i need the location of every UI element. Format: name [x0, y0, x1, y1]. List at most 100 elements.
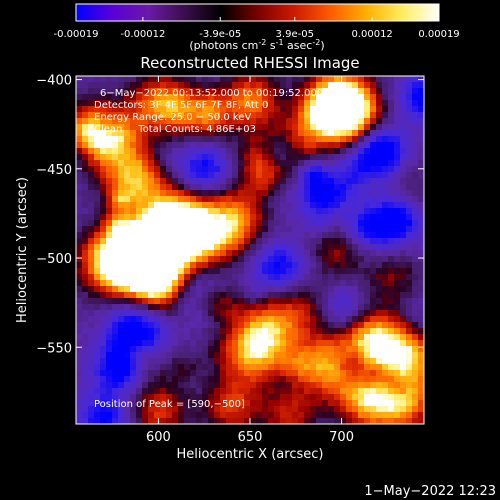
heatmap-cell — [226, 394, 233, 401]
heatmap-cell — [124, 280, 131, 287]
heatmap-cell — [292, 316, 299, 323]
heatmap-cell — [298, 382, 305, 389]
heatmap-cell — [358, 358, 365, 365]
heatmap-cell — [400, 328, 407, 335]
heatmap-cell — [130, 250, 137, 257]
heatmap-cell — [280, 316, 287, 323]
heatmap-cell — [142, 82, 149, 89]
heatmap-cell — [388, 178, 395, 185]
heatmap-cell — [304, 364, 311, 371]
heatmap-cell — [232, 286, 239, 293]
heatmap-cell — [118, 400, 125, 407]
heatmap-cell — [376, 142, 383, 149]
heatmap-cell — [160, 76, 167, 83]
heatmap-cell — [130, 406, 137, 413]
heatmap-cell — [190, 394, 197, 401]
heatmap-cell — [262, 76, 269, 83]
heatmap-cell — [364, 322, 371, 329]
heatmap-cell — [94, 322, 101, 329]
heatmap-cell — [202, 268, 209, 275]
heatmap-cell — [106, 412, 113, 419]
heatmap-cell — [166, 196, 173, 203]
heatmap-cell — [82, 334, 89, 341]
heatmap-cell — [166, 232, 173, 239]
heatmap-cell — [76, 280, 83, 287]
heatmap-cell — [100, 202, 107, 209]
heatmap-cell — [304, 232, 311, 239]
heatmap-cell — [268, 412, 275, 419]
heatmap-cell — [346, 286, 353, 293]
heatmap-cell — [190, 340, 197, 347]
heatmap-cell — [106, 376, 113, 383]
heatmap-cell — [334, 178, 341, 185]
heatmap-cell — [382, 178, 389, 185]
heatmap-cell — [364, 256, 371, 263]
heatmap-cell — [136, 88, 143, 95]
heatmap-cell — [298, 364, 305, 371]
heatmap-cell — [322, 400, 329, 407]
heatmap-cell — [358, 286, 365, 293]
heatmap-cell — [196, 100, 203, 107]
heatmap-cell — [406, 418, 413, 424]
heatmap-cell — [106, 334, 113, 341]
heatmap-cell — [196, 262, 203, 269]
heatmap-cell — [382, 388, 389, 395]
heatmap-cell — [268, 370, 275, 377]
heatmap-cell — [190, 106, 197, 113]
heatmap-cell — [322, 286, 329, 293]
heatmap-cell — [328, 406, 335, 413]
heatmap-cell — [100, 106, 107, 113]
heatmap-cell — [418, 100, 424, 107]
heatmap-cell — [202, 370, 209, 377]
heatmap-cell — [160, 178, 167, 185]
heatmap-cell — [418, 310, 424, 317]
heatmap-cell — [298, 310, 305, 317]
heatmap-cell — [286, 388, 293, 395]
heatmap-cell — [358, 100, 365, 107]
heatmap-cell — [316, 154, 323, 161]
heatmap-cell — [244, 124, 251, 131]
heatmap-cell — [370, 112, 377, 119]
heatmap-cell — [160, 142, 167, 149]
heatmap-cell — [310, 82, 317, 89]
heatmap-cell — [334, 268, 341, 275]
heatmap-cell — [406, 82, 413, 89]
heatmap-cell — [142, 292, 149, 299]
heatmap-cell — [274, 382, 281, 389]
heatmap-cell — [238, 400, 245, 407]
heatmap-cell — [100, 280, 107, 287]
heatmap-cell — [100, 274, 107, 281]
heatmap-cell — [418, 172, 424, 179]
heatmap-cell — [328, 364, 335, 371]
heatmap-cell — [304, 370, 311, 377]
heatmap-cell — [154, 184, 161, 191]
heatmap-cell — [178, 94, 185, 101]
heatmap-cell — [358, 340, 365, 347]
heatmap-cell — [400, 160, 407, 167]
heatmap-cell — [112, 106, 119, 113]
heatmap-cell — [130, 346, 137, 353]
heatmap-cell — [346, 418, 353, 424]
heatmap-cell — [346, 214, 353, 221]
heatmap-cell — [106, 382, 113, 389]
heatmap-cell — [100, 262, 107, 269]
heatmap-cell — [334, 130, 341, 137]
heatmap-cell — [202, 298, 209, 305]
heatmap-cell — [94, 250, 101, 257]
heatmap-cell — [328, 262, 335, 269]
heatmap-cell — [154, 94, 161, 101]
heatmap-cell — [82, 124, 89, 131]
heatmap-cell — [322, 208, 329, 215]
heatmap-cell — [172, 340, 179, 347]
heatmap-cell — [394, 322, 401, 329]
heatmap-cell — [118, 136, 125, 143]
heatmap-cell — [118, 304, 125, 311]
heatmap-cell — [208, 130, 215, 137]
heatmap-cell — [262, 394, 269, 401]
heatmap-cell — [358, 178, 365, 185]
heatmap-cell — [328, 334, 335, 341]
heatmap-cell — [130, 142, 137, 149]
heatmap-cell — [370, 316, 377, 323]
heatmap-cell — [346, 274, 353, 281]
heatmap-cell — [292, 382, 299, 389]
